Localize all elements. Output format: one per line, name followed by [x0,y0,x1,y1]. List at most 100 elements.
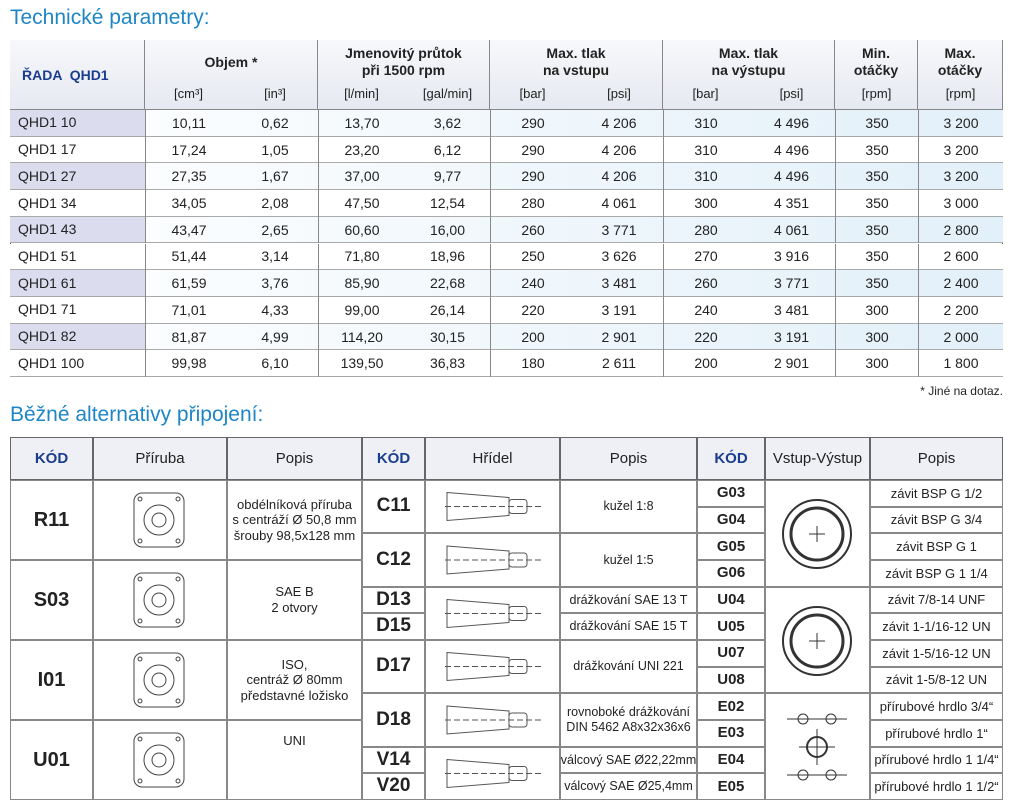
code: G04 [697,506,765,534]
table-cell: 27,35 [145,163,232,191]
table-cell: 220 [663,323,748,351]
table-cell: 220 [490,296,575,324]
table-cell: 114,20 [318,323,405,351]
code: S03 [10,560,93,640]
shaft-drawing [445,545,543,575]
code: E02 [697,693,765,720]
table-cell: 36,83 [405,350,490,377]
table-cell: 3 771 [575,217,663,244]
text: [l/min] [344,86,379,102]
text: 240 [521,275,545,292]
table-cell: 4,99 [232,324,318,351]
text: 1,67 [261,168,289,185]
table-cell: 4 206 [575,163,663,190]
text: R11 [33,509,70,531]
code: C11 [362,480,425,533]
table-row [10,136,1003,164]
text: drážkování SAE 13 T [569,592,688,607]
text: QHD1 71 [18,301,77,318]
unit-label: [bar] [490,84,575,104]
text: šrouby 98,5x128 mm [233,527,356,543]
text: 37,00 [344,168,380,185]
text: centráž Ø 80mm [246,672,343,688]
text: U04 [717,590,745,608]
text: 10,11 [172,114,206,131]
code: V20 [362,773,425,800]
table-row [10,323,1003,351]
table-cell: 12,54 [405,190,490,217]
text: 290 [521,141,545,158]
text: válcový SAE Ø22,22mm [560,752,697,767]
text: 51,44 [171,248,207,265]
text: 2 600 [943,248,979,265]
row-label: QHD1 34 [10,190,145,217]
text: [bar] [519,86,546,102]
table-row [10,110,1003,137]
flange-drawing [133,572,185,628]
code: E03 [697,720,765,747]
text: 43,47 [171,221,207,238]
text: 350 [865,275,889,292]
shaft-drawing [445,491,543,522]
code: E05 [697,773,765,800]
text: 4 496 [773,168,810,185]
text: 0,62 [261,114,289,131]
table-row [10,350,1003,377]
table-cell: 85,90 [318,270,405,297]
text: 4 206 [601,168,637,185]
text: závit 1-5/16-12 UN [882,645,991,661]
image-cell [765,586,870,694]
table-cell: 3,14 [232,244,318,271]
code: U01 [10,720,93,800]
text: C11 [376,495,411,517]
text: DIN 5462 A8x32x36x6 [566,720,691,734]
unit-label: [l/min] [318,84,405,104]
table-cell: 10,11 [145,110,232,137]
table-cell: 71,01 [145,296,232,324]
row-label: QHD1 27 [10,163,145,191]
text: 3 481 [601,275,637,292]
table-cell: 3 000 [918,190,1003,217]
group-header: Jmenovitý průtok při 1500 rpm [318,40,490,84]
description: válcový SAE Ø25,4mm [560,773,697,800]
section-title: Běžné alternativy připojení: [10,403,264,426]
row-label: QHD1 71 [10,296,145,324]
description: závit 1-1/16-12 UN [870,613,1003,640]
text: 4 206 [601,114,637,131]
text: 2 200 [943,301,979,318]
table-row [10,243,1003,271]
description: závit BSP G 1 1/4 [870,560,1003,587]
text: D17 [376,655,411,677]
table-cell: 270 [663,243,748,271]
row-label: QHD1 17 [10,136,145,164]
text: Max. tlak [546,45,606,62]
text: QHD1 43 [18,221,77,238]
column-header: Příruba [93,437,227,480]
text: ŘADA QHD1 [22,66,109,83]
text: 2 611 [602,355,636,372]
text: [cm³] [174,86,203,102]
text: 2 000 [943,328,979,345]
text: 3 481 [773,301,810,318]
description: přírubové hrdlo 3/4“ [870,693,1003,720]
text: představné ložisko [240,687,349,703]
text: 180 [521,355,545,372]
unit-label: [psi] [575,84,663,104]
table-cell: 260 [490,216,575,244]
text: 16,00 [429,221,466,238]
description: přírubové hrdlo 1 1/2“ [870,773,1003,800]
text: 71,80 [344,248,380,265]
text: [rpm] [945,86,976,102]
text: [rpm] [861,86,892,102]
text: 1 800 [943,355,979,372]
text: Popis [275,449,314,467]
table-cell: 310 [663,163,748,191]
text: 6,10 [261,355,289,372]
text: 2,08 [261,195,289,212]
text: 350 [865,221,889,238]
flange-drawing [133,652,185,708]
code: I01 [10,640,93,720]
text: 4,99 [261,328,289,345]
text: závit BSP G 1 [896,538,977,554]
row-label: QHD1 10 [10,110,145,137]
